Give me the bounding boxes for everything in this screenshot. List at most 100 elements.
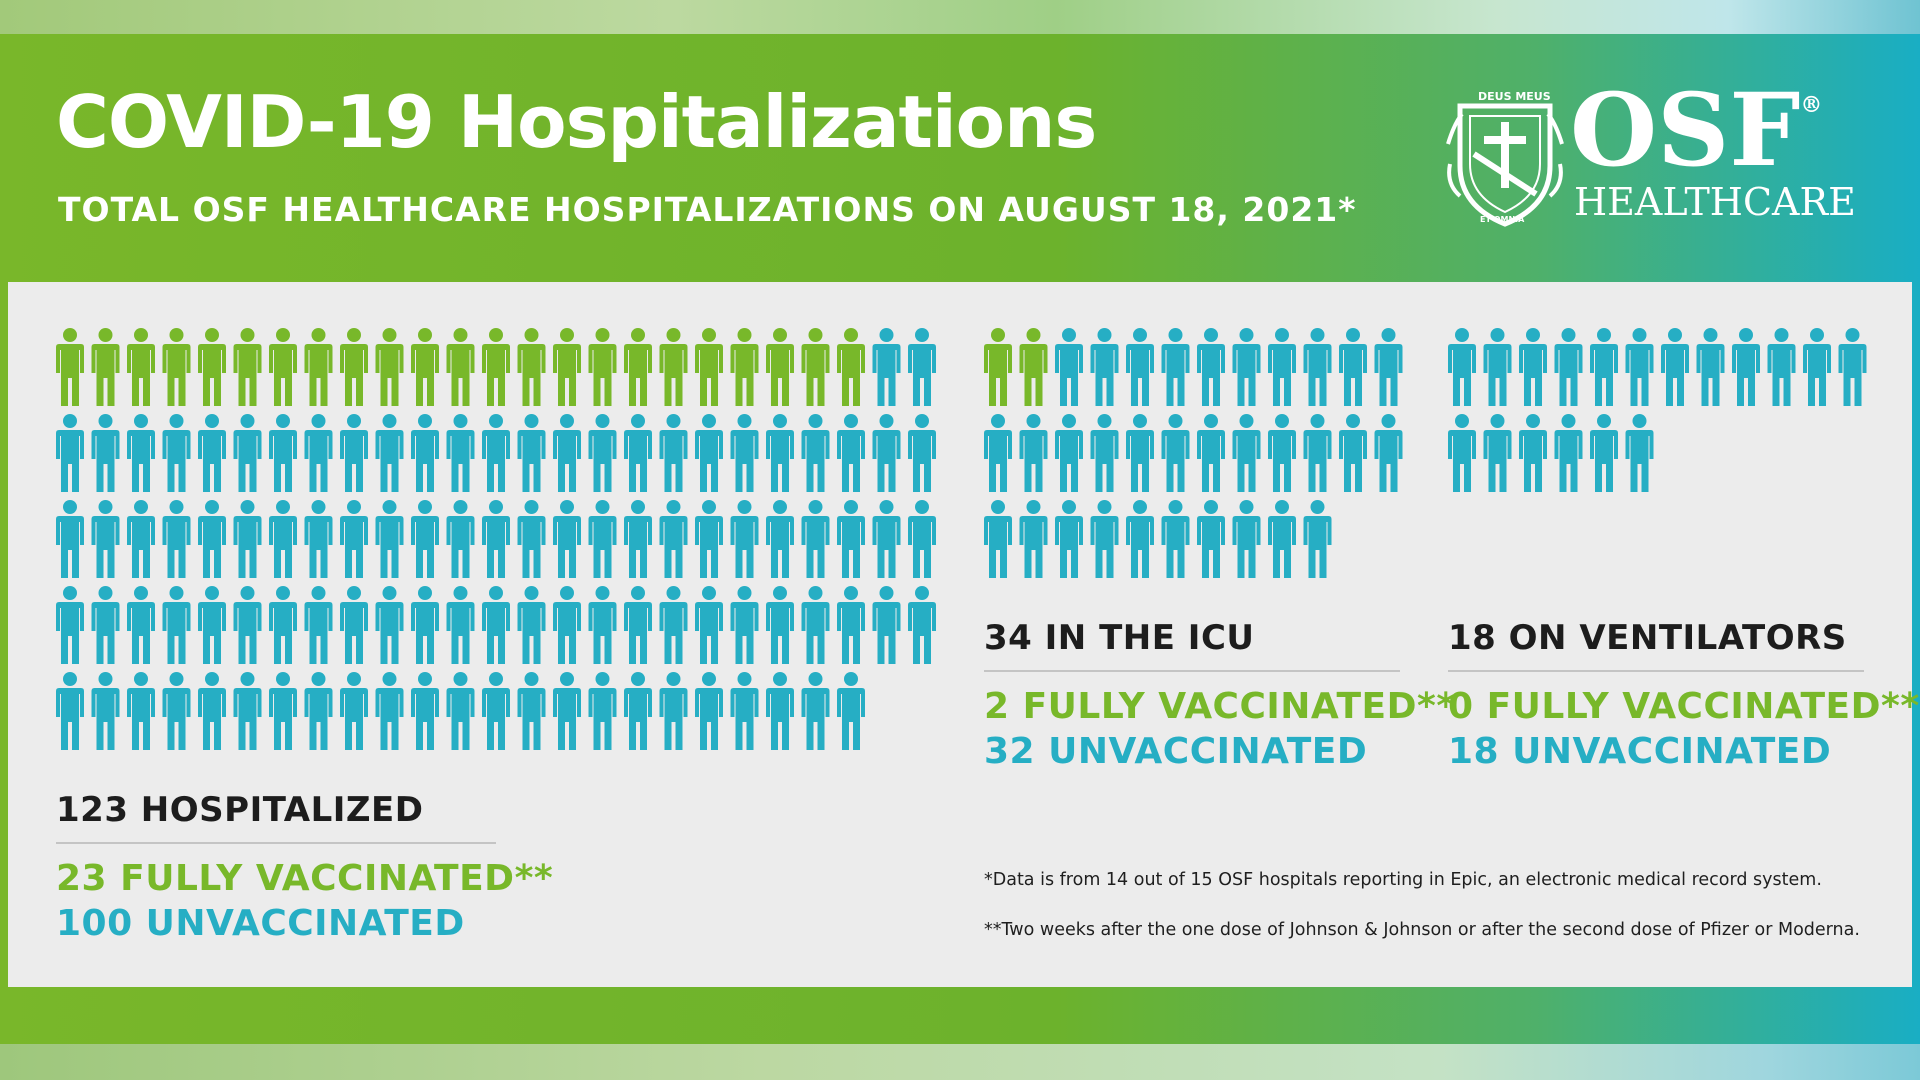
person-icon [198, 328, 226, 406]
person-icon [56, 328, 84, 406]
person-icon [766, 672, 794, 750]
icu-icons [984, 328, 1403, 578]
person-icon [1019, 414, 1048, 492]
person-icon [1554, 414, 1583, 492]
footnote-vaccination-definition: **Two weeks after the one dose of Johnso… [984, 920, 1860, 940]
person-icon [1090, 500, 1119, 578]
person-icon [908, 414, 936, 492]
crest-text-top: DEUS MEUS [1478, 90, 1551, 103]
person-icon [730, 328, 759, 406]
person-icon [162, 672, 191, 750]
person-icon [198, 414, 226, 492]
person-icon [1803, 328, 1831, 406]
person-icon [375, 672, 404, 750]
person-icon [766, 500, 794, 578]
person-icon [801, 586, 830, 664]
hospitalized-vaccinated: 23 FULLY VACCINATED** [56, 858, 554, 899]
person-icon [872, 586, 901, 664]
person-icon [411, 586, 439, 664]
person-icon [127, 500, 155, 578]
person-icon [517, 672, 546, 750]
person-icon [1055, 328, 1083, 406]
person-icon [1126, 500, 1154, 578]
ventilators-unvaccinated: 18 UNVACCINATED [1448, 731, 1832, 772]
person-icon [837, 672, 865, 750]
person-icon [269, 328, 297, 406]
person-icon [91, 672, 120, 750]
person-icon [659, 328, 688, 406]
divider [1448, 670, 1864, 672]
person-icon [1126, 414, 1154, 492]
person-icon [588, 672, 617, 750]
person-icon [695, 586, 723, 664]
person-icon [411, 500, 439, 578]
person-icon [766, 328, 794, 406]
person-icon [624, 586, 652, 664]
person-icon [730, 672, 759, 750]
person-icon [411, 414, 439, 492]
person-icon [1268, 500, 1296, 578]
person-icon [340, 414, 368, 492]
person-icon [1625, 414, 1654, 492]
person-icon [517, 586, 546, 664]
person-icon [1019, 500, 1048, 578]
person-icon [446, 586, 475, 664]
person-icon [198, 500, 226, 578]
person-icon [1232, 500, 1261, 578]
person-icon [801, 414, 830, 492]
person-icon [1197, 414, 1225, 492]
person-icon [984, 414, 1012, 492]
person-icon [91, 586, 120, 664]
person-icon [659, 586, 688, 664]
person-icon [56, 586, 84, 664]
person-icon [1625, 328, 1654, 406]
page-subtitle: TOTAL OSF HEALTHCARE HOSPITALIZATIONS ON… [58, 190, 1357, 229]
person-icon [730, 500, 759, 578]
person-icon [1732, 328, 1760, 406]
person-icon [624, 414, 652, 492]
person-icon [1268, 414, 1296, 492]
person-icon [269, 586, 297, 664]
person-icon [482, 500, 510, 578]
person-icon [984, 500, 1012, 578]
person-icon [908, 586, 936, 664]
icu-vaccinated: 2 FULLY VACCINATED** [984, 686, 1456, 727]
person-icon [695, 414, 723, 492]
person-icon [837, 414, 865, 492]
person-icon [304, 672, 333, 750]
person-icon [162, 586, 191, 664]
person-icon [984, 328, 1012, 406]
person-icon [340, 500, 368, 578]
person-icon [198, 672, 226, 750]
person-icon [127, 414, 155, 492]
person-icon [162, 328, 191, 406]
person-icon [1767, 328, 1796, 406]
person-icon [837, 500, 865, 578]
person-icon [482, 414, 510, 492]
person-icon [446, 500, 475, 578]
person-icon [766, 586, 794, 664]
person-icon [1232, 328, 1261, 406]
person-icon [553, 500, 581, 578]
person-icon [1838, 328, 1867, 406]
person-icon [730, 414, 759, 492]
person-icon [375, 328, 404, 406]
person-icon [908, 328, 936, 406]
ventilators-total: 18 ON VENTILATORS [1448, 618, 1847, 658]
person-icon [1303, 414, 1332, 492]
person-icon [91, 500, 120, 578]
person-icon [695, 328, 723, 406]
person-icon [553, 672, 581, 750]
person-icon [375, 586, 404, 664]
person-icon [340, 328, 368, 406]
person-icon [588, 328, 617, 406]
person-icon [1483, 328, 1512, 406]
icu-pictogram [984, 328, 1410, 586]
logo-sub: HEALTHCARE [1574, 180, 1856, 224]
bottom-band [0, 1044, 1920, 1080]
person-icon [198, 586, 226, 664]
person-icon [56, 672, 84, 750]
person-icon [517, 414, 546, 492]
person-icon [553, 328, 581, 406]
person-icon [1232, 414, 1261, 492]
